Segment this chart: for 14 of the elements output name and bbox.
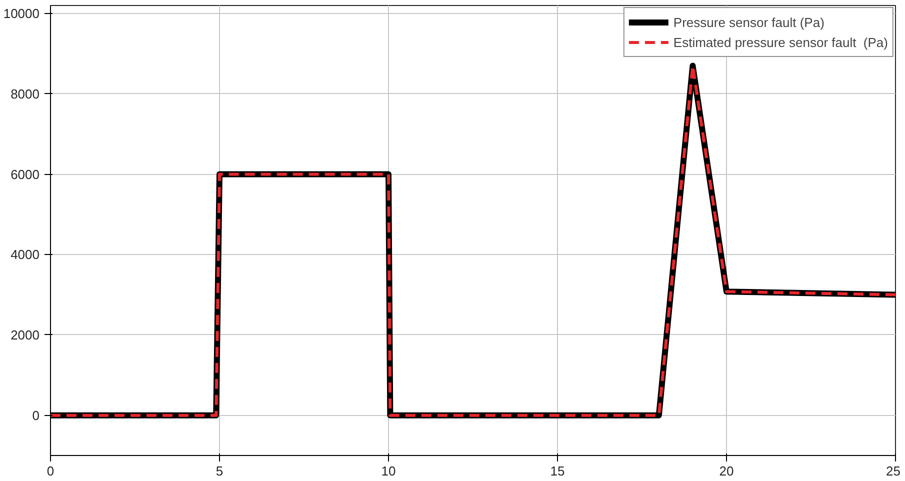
x-tick-label: 5 — [216, 464, 224, 478]
x-tick-label: 20 — [719, 464, 734, 478]
x-tick-label: 10 — [381, 464, 396, 478]
y-tick-label: 2000 — [10, 327, 40, 342]
x-tick-label: 25 — [886, 464, 901, 478]
y-tick-label: 0 — [32, 408, 40, 423]
y-tick-label: 4000 — [10, 247, 40, 262]
legend-label: Pressure sensor fault (Pa) — [673, 14, 824, 30]
x-tick-label: 15 — [550, 464, 565, 478]
y-tick-label: 8000 — [10, 86, 40, 102]
y-tick-label: 6000 — [10, 166, 40, 182]
legend-label: Estimated pressure sensor fault (Pa) — [673, 34, 888, 50]
x-tick-label: 0 — [46, 464, 54, 478]
y-tick-label: 10000 — [3, 6, 40, 22]
